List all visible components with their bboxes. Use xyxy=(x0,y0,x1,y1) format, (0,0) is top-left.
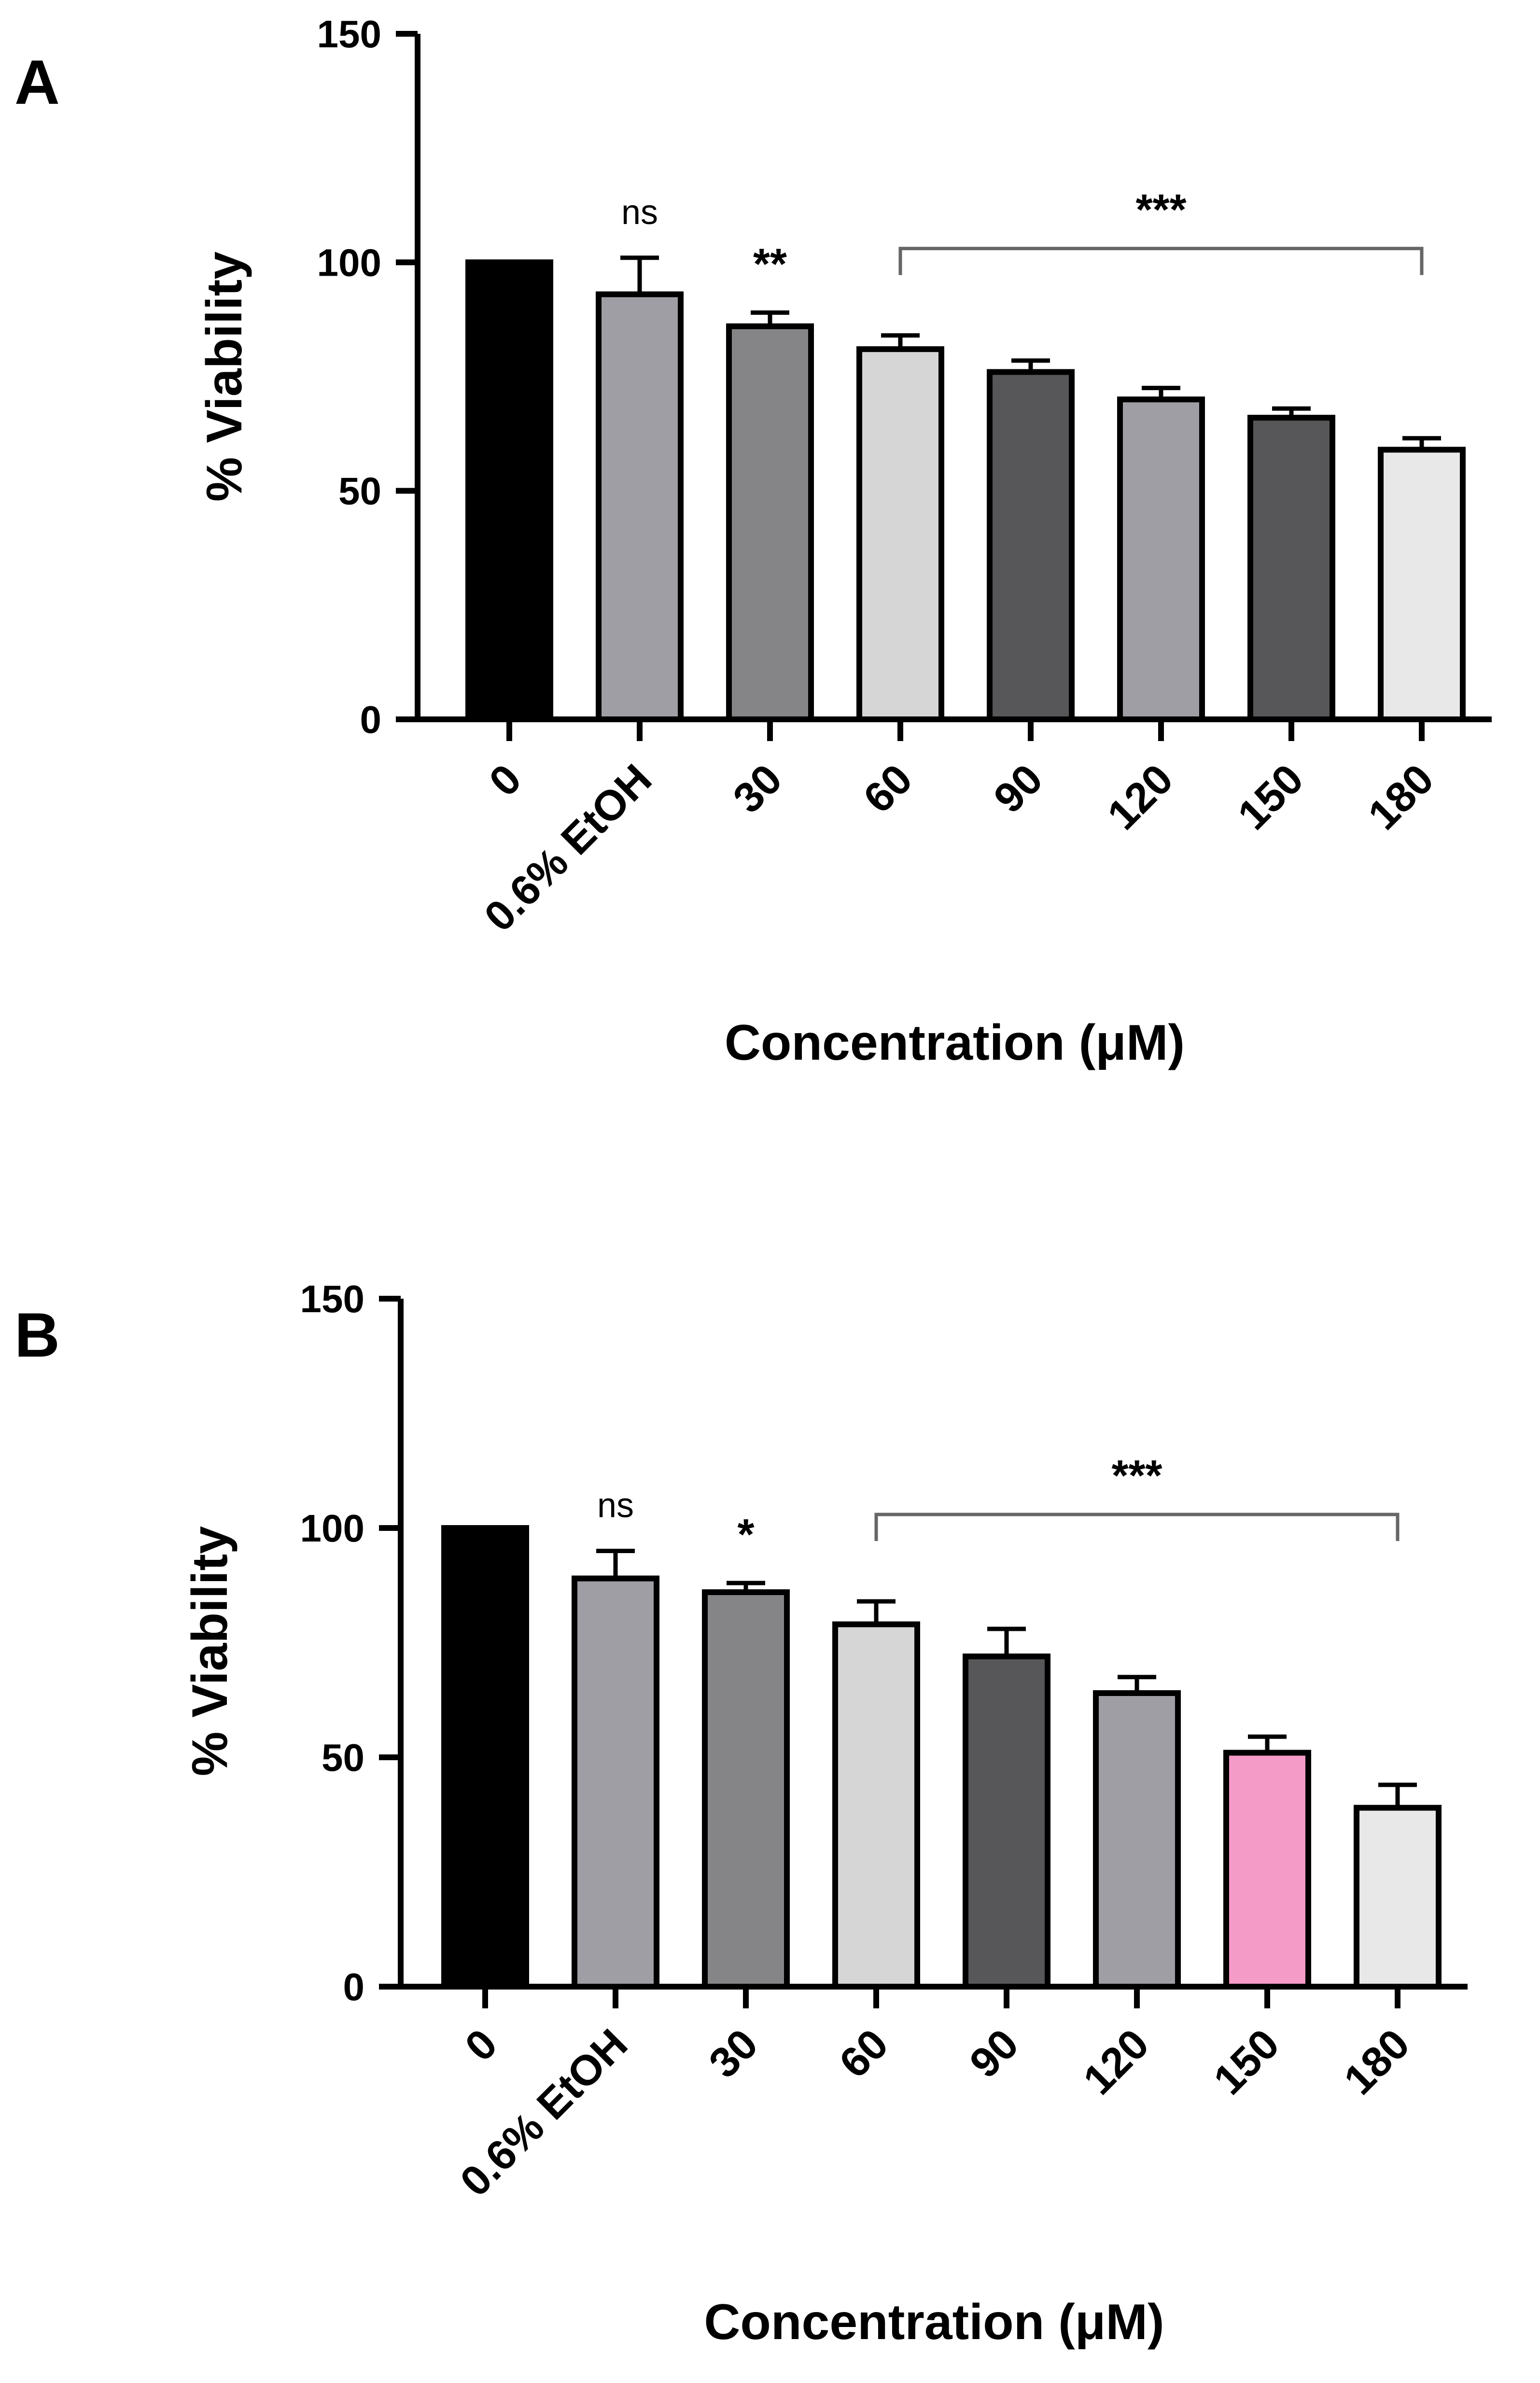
bar-3 xyxy=(726,323,814,722)
y-tick-label: 0 xyxy=(343,1965,365,2008)
x-tick-label-7: 150 xyxy=(1229,755,1313,839)
significance-label-3: ** xyxy=(753,240,787,288)
x-tick-label-4: 60 xyxy=(854,755,921,822)
bar-6 xyxy=(1093,1690,1181,1990)
x-tick-label-6: 120 xyxy=(1098,755,1182,839)
significance-bracket-label: *** xyxy=(1111,1452,1162,1500)
bar-8 xyxy=(1378,447,1466,722)
significance-label-2: ns xyxy=(621,193,658,232)
x-tick-label-7: 150 xyxy=(1204,2019,1288,2103)
bar-2 xyxy=(572,1575,659,1990)
significance-bracket xyxy=(874,1513,1400,1541)
bar-7 xyxy=(1223,1750,1311,1990)
x-tick-label-8: 180 xyxy=(1359,755,1443,839)
bar-7 xyxy=(1247,415,1335,722)
x-tick-label-3: 30 xyxy=(724,755,791,822)
x-tick-label-5: 90 xyxy=(984,755,1051,822)
x-tick-label-5: 90 xyxy=(960,2019,1027,2087)
bar-2 xyxy=(596,291,684,722)
x-tick-label-4: 60 xyxy=(830,2019,897,2087)
y-tick-label: 50 xyxy=(338,470,381,513)
significance-bracket xyxy=(898,247,1424,275)
y-tick-label: 150 xyxy=(300,1277,364,1320)
y-tick-label: 100 xyxy=(317,241,381,284)
bar-3 xyxy=(702,1589,790,1990)
x-tick-label-1: 0 xyxy=(480,755,531,805)
bar-1 xyxy=(465,259,553,722)
bar-4 xyxy=(832,1621,920,1990)
bar-6 xyxy=(1117,396,1205,722)
bar-1 xyxy=(441,1525,529,1990)
bar-5 xyxy=(963,1654,1050,1990)
x-tick-label-6: 120 xyxy=(1074,2019,1158,2103)
y-tick-label: 50 xyxy=(322,1736,364,1779)
panel-a-letter: A xyxy=(14,47,60,117)
y-axis-title: % Viability xyxy=(182,1526,238,1776)
significance-label-3: * xyxy=(737,1511,754,1559)
y-axis-title: % Viability xyxy=(196,252,252,502)
x-tick-label-1: 0 xyxy=(456,2019,506,2070)
x-axis-title: Concentration (μM) xyxy=(725,1015,1185,1071)
y-tick-label: 100 xyxy=(300,1507,364,1550)
y-tick-label: 150 xyxy=(317,13,381,56)
panel-b-letter: B xyxy=(14,1300,60,1370)
x-axis-title: Concentration (μM) xyxy=(704,2294,1164,2350)
bar-5 xyxy=(987,369,1075,722)
x-tick-label-8: 180 xyxy=(1335,2019,1419,2103)
bar-8 xyxy=(1354,1805,1442,1990)
y-tick-label: 0 xyxy=(360,698,382,741)
significance-bracket-label: *** xyxy=(1135,186,1186,234)
x-tick-label-3: 30 xyxy=(700,2019,767,2087)
bar-4 xyxy=(856,346,944,722)
significance-label-2: ns xyxy=(597,1486,634,1525)
